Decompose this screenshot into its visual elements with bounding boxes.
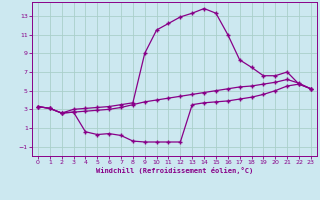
- X-axis label: Windchill (Refroidissement éolien,°C): Windchill (Refroidissement éolien,°C): [96, 167, 253, 174]
